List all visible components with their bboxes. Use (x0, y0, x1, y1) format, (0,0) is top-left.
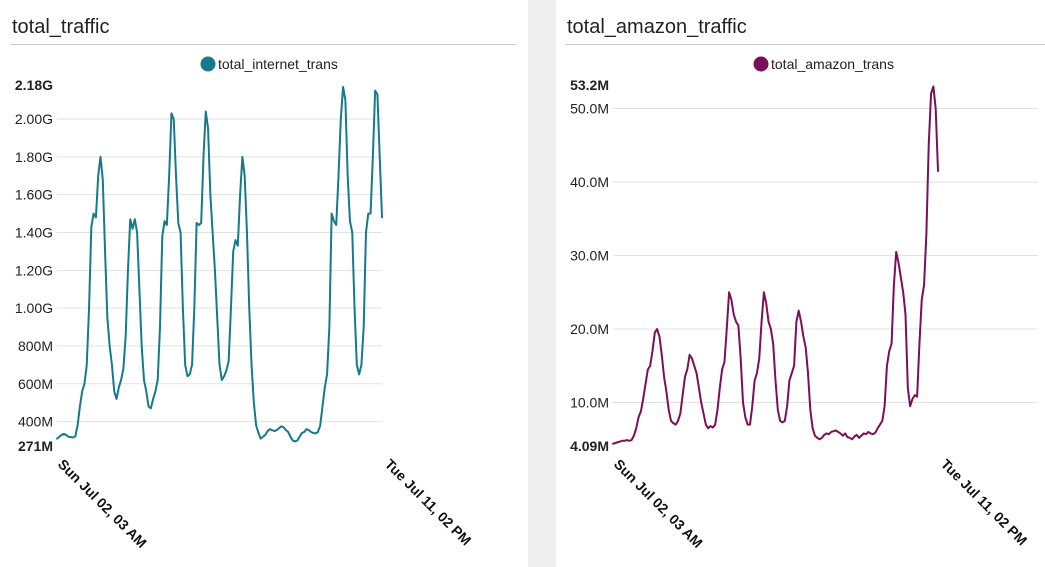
y-tick-label: 10.0M (570, 395, 609, 411)
y-tick-label: 4.09M (570, 438, 609, 454)
line-chart-total-traffic: total_internet_trans 271M 400M 600M 800M 1.00… (15, 56, 475, 551)
y-tick-label: 40.0M (570, 174, 609, 190)
y-tick-label: 50.0M (570, 101, 609, 117)
y-tick-label: 1.20G (15, 262, 53, 278)
x-tick-label: Sun Jul 02, 03 AM (611, 456, 706, 551)
y-tick-label: 1.60G (15, 187, 53, 203)
y-tick-label: 1.80G (15, 149, 53, 165)
y-tick-label: 1.00G (15, 300, 53, 316)
series-line-total_amazon_trans (612, 85, 939, 445)
legend[interactable]: total_internet_trans (200, 56, 338, 72)
x-tick-label: Tue Jul 11, 02 PM (938, 456, 1031, 549)
y-tick-label: 2.00G (15, 111, 53, 127)
title-divider (566, 44, 1045, 45)
y-tick-label: 400M (18, 414, 53, 430)
panel-title: total_amazon_traffic (567, 16, 747, 38)
series-line-total_internet_trans (56, 85, 383, 443)
legend-label: total_internet_trans (218, 56, 338, 72)
x-tick-label: Tue Jul 11, 02 PM (382, 456, 475, 549)
y-tick-label: 53.2M (570, 77, 609, 93)
y-tick-label: 800M (18, 338, 53, 354)
y-tick-label: 271M (18, 438, 53, 454)
panel-title: total_traffic (12, 16, 110, 38)
chart-panel-total-amazon-traffic: total_amazon_traffic total_amazon_trans 4… (556, 0, 1045, 567)
line-chart-total-amazon-traffic: total_amazon_trans 4.09M 10.0M 20.0M 30.0M 40… (570, 56, 1038, 551)
y-tick-label: 20.0M (570, 321, 609, 337)
legend[interactable]: total_amazon_trans (753, 56, 894, 72)
title-divider (10, 44, 516, 45)
chart-panel-total-traffic: total_traffic total_internet_trans 271M 40… (0, 0, 528, 567)
y-tick-label: 30.0M (570, 248, 609, 264)
y-tick-label: 600M (18, 376, 53, 392)
legend-label: total_amazon_trans (771, 56, 894, 72)
legend-swatch (200, 56, 216, 72)
y-tick-label: 1.40G (15, 225, 53, 241)
x-tick-label: Sun Jul 02, 03 AM (55, 456, 150, 551)
y-tick-label: 2.18G (15, 77, 53, 93)
legend-swatch (753, 56, 769, 72)
